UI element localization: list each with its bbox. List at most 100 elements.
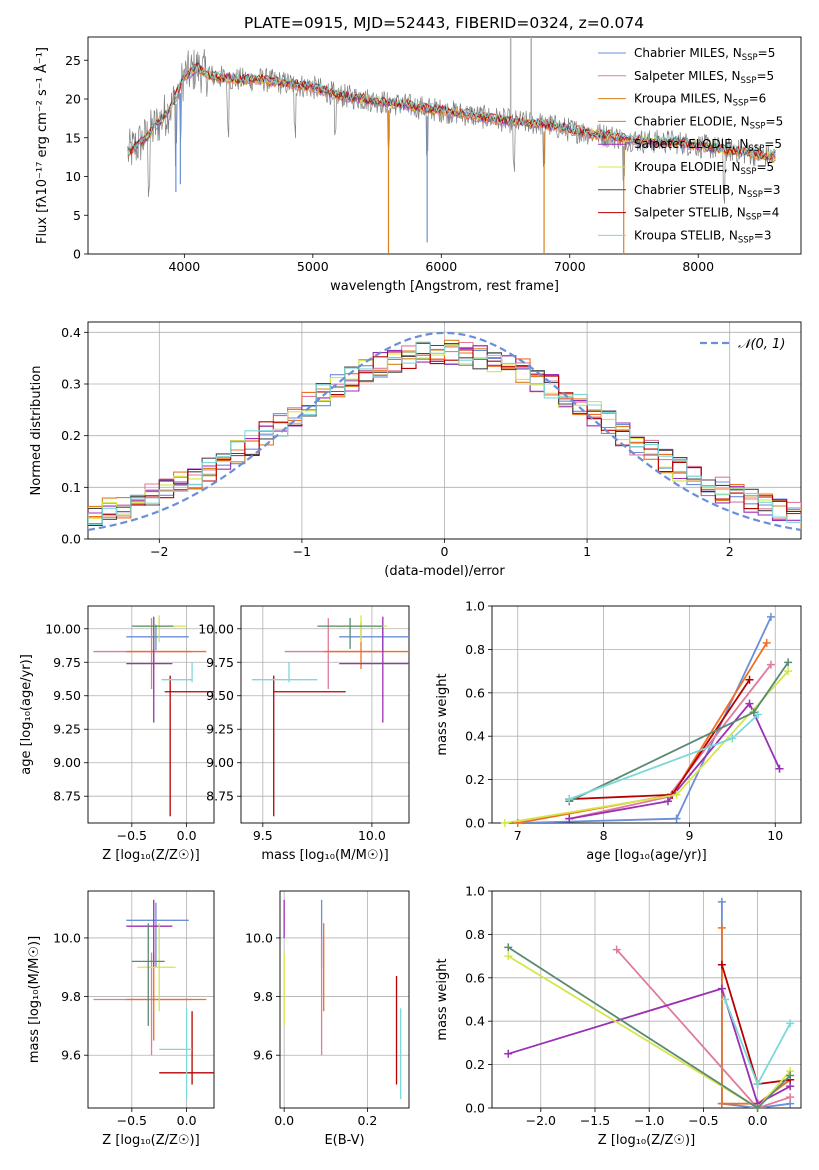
mass-weight-marker bbox=[500, 819, 509, 827]
mass-weight-marker bbox=[766, 660, 775, 669]
y-tick-label: 9.8 bbox=[61, 989, 81, 1004]
y-tick-label: 9.75 bbox=[53, 655, 81, 670]
mass-weight-marker bbox=[728, 734, 737, 743]
mass-weight-line bbox=[507, 946, 791, 1108]
mass-weight-marker bbox=[784, 667, 793, 676]
y-tick-label: 0.2 bbox=[61, 428, 81, 443]
mass-weight-marker bbox=[721, 995, 730, 1004]
y-tick-label: 0.4 bbox=[465, 729, 485, 744]
axes-frame bbox=[491, 605, 802, 824]
y-axis-label: age [log₁₀(age/yr)] bbox=[19, 654, 34, 775]
x-axis-label: age [log₁₀(age/yr)] bbox=[586, 848, 707, 863]
mass-weight-marker bbox=[663, 797, 672, 806]
mass-weight-marker bbox=[504, 1049, 513, 1058]
y-axis-label: mass weight bbox=[435, 673, 450, 755]
y-tick-label: 9.00 bbox=[53, 755, 81, 770]
x-tick-label: −1.0 bbox=[634, 1113, 664, 1128]
mass-weight-line bbox=[569, 701, 781, 820]
mass-weight-marker bbox=[565, 814, 574, 823]
mass-weight-marker bbox=[786, 1071, 795, 1080]
y-tick-label: 0 bbox=[73, 247, 81, 262]
mass-weight-line bbox=[569, 679, 751, 800]
y-tick-label: 8.75 bbox=[206, 789, 234, 804]
mass-weight-marker bbox=[762, 638, 771, 647]
mass-weight-line bbox=[517, 616, 772, 823]
mass-weight-marker bbox=[745, 675, 754, 684]
mass-weight-marker bbox=[672, 790, 681, 799]
y-tick-label: 8.75 bbox=[53, 789, 81, 804]
y-tick-label: 0.4 bbox=[465, 1014, 485, 1029]
y-tick-label: 0.6 bbox=[465, 685, 485, 700]
y-tick-label: 10.00 bbox=[45, 621, 81, 636]
x-tick-label: 0.0 bbox=[274, 1113, 294, 1128]
mass-weight-marker bbox=[612, 945, 621, 954]
y-tick-label: 1.0 bbox=[465, 884, 485, 899]
y-tick-label: 0.8 bbox=[465, 927, 485, 942]
mass-weight-marker bbox=[786, 1019, 795, 1028]
x-axis-label: (data-model)/error bbox=[384, 564, 505, 579]
y-tick-label: 10 bbox=[65, 169, 81, 184]
y-tick-label: 5 bbox=[73, 208, 81, 223]
y-axis-label: mass weight bbox=[435, 958, 450, 1040]
y-tick-label: 0.8 bbox=[465, 642, 485, 657]
y-axis-label: mass [log₁₀(M/M☉)] bbox=[27, 936, 42, 1063]
x-tick-label: −1 bbox=[293, 544, 311, 559]
y-tick-label: 9.50 bbox=[53, 688, 81, 703]
x-tick-label: 8000 bbox=[682, 259, 714, 274]
mass-weight-marker bbox=[786, 1093, 795, 1102]
y-tick-label: 9.50 bbox=[206, 688, 234, 703]
massweight-vs-age-panel: 7 8 9 10 0.0 0.2 0.4 0.6 0.8 1.0 age [log₁₀(age/yr… bbox=[435, 599, 802, 863]
y-tick-label: 0.4 bbox=[61, 325, 81, 340]
axes-frame bbox=[491, 890, 802, 1109]
y-tick-label: 0.6 bbox=[465, 970, 485, 985]
x-axis-label: Z [log₁₀(Z/Z☉)] bbox=[102, 848, 199, 863]
x-tick-label: 7 bbox=[514, 828, 522, 843]
axes-frame bbox=[279, 890, 410, 1109]
y-tick-label: 20 bbox=[65, 92, 81, 107]
legend-label: Chabrier ELODIE, NSSP=5 bbox=[634, 114, 783, 131]
legend-label: 𝒩(0, 1) bbox=[738, 337, 785, 352]
legend-label: Chabrier STELIB, NSSP=3 bbox=[634, 183, 781, 200]
y-tick-label: 9.6 bbox=[253, 1048, 273, 1063]
residual-histogram bbox=[88, 341, 801, 526]
mass-weight-marker bbox=[753, 1080, 762, 1089]
x-tick-label: 0.0 bbox=[177, 828, 197, 843]
y-tick-label: 15 bbox=[65, 130, 81, 145]
mass-weight-marker bbox=[504, 943, 513, 952]
y-tick-label: 25 bbox=[65, 53, 81, 68]
y-tick-label: 9.25 bbox=[53, 722, 81, 737]
x-tick-label: 7000 bbox=[554, 259, 586, 274]
mass-weight-marker bbox=[717, 1099, 726, 1108]
legend-label: Chabrier MILES, NSSP=5 bbox=[634, 46, 775, 63]
mass-weight-marker bbox=[717, 923, 726, 932]
legend-label: Salpeter STELIB, NSSP=4 bbox=[634, 206, 779, 223]
y-tick-label: 9.8 bbox=[253, 989, 273, 1004]
axes-frame bbox=[87, 605, 215, 824]
observed-spectrum bbox=[127, 49, 776, 204]
x-axis-label: mass [log₁₀(M/M☉)] bbox=[261, 848, 388, 863]
y-tick-label: 1.0 bbox=[465, 599, 485, 614]
x-tick-label: −2.0 bbox=[526, 1113, 556, 1128]
figure-title: PLATE=0915, MJD=52443, FIBERID=0324, z=0… bbox=[244, 14, 644, 32]
y-tick-label: 0.2 bbox=[465, 1057, 485, 1072]
axes-frame bbox=[87, 890, 215, 1109]
y-tick-label: 9.6 bbox=[61, 1048, 81, 1063]
y-axis-label: Flux [fλ10⁻¹⁷ erg cm⁻² s⁻¹ Å⁻¹] bbox=[34, 47, 50, 244]
mass-vs-Z-panel: −0.5 0.0 9.6 9.8 10.0 Z [log₁₀(Z/Z☉)] mass [lo… bbox=[27, 890, 215, 1148]
x-tick-label: −0.5 bbox=[117, 1113, 147, 1128]
mass-weight-line bbox=[507, 955, 791, 1108]
x-axis-label: Z [log₁₀(Z/Z☉)] bbox=[102, 1133, 199, 1148]
mass-weight-line bbox=[568, 661, 789, 803]
x-tick-label: −1.5 bbox=[580, 1113, 610, 1128]
x-tick-label: 10.0 bbox=[358, 828, 386, 843]
normal-curve bbox=[87, 331, 802, 531]
x-tick-label: −0.5 bbox=[688, 1113, 718, 1128]
legend-label: Salpeter ELODIE, NSSP=5 bbox=[634, 137, 782, 154]
spectrum-legend: Chabrier MILES, NSSP=5 Salpeter MILES, NS… bbox=[598, 46, 783, 245]
x-axis-label: wavelength [Angstrom, rest frame] bbox=[330, 279, 559, 294]
x-tick-label: 0 bbox=[441, 544, 449, 559]
x-tick-label: −2 bbox=[150, 544, 168, 559]
y-tick-label: 10.00 bbox=[198, 621, 234, 636]
x-tick-label: 9 bbox=[685, 828, 693, 843]
mass-weight-marker bbox=[672, 814, 681, 823]
